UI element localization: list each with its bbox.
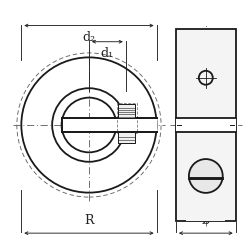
Bar xyxy=(118,104,136,118)
Text: R: R xyxy=(84,214,94,227)
Bar xyxy=(118,132,136,143)
Circle shape xyxy=(189,159,223,193)
Bar xyxy=(176,118,236,132)
Bar xyxy=(117,103,137,133)
Bar xyxy=(176,29,236,221)
Bar xyxy=(62,118,156,132)
Text: b: b xyxy=(202,214,210,227)
Bar xyxy=(186,193,225,221)
Text: d₁: d₁ xyxy=(101,47,114,60)
Text: d₂: d₂ xyxy=(82,31,96,44)
